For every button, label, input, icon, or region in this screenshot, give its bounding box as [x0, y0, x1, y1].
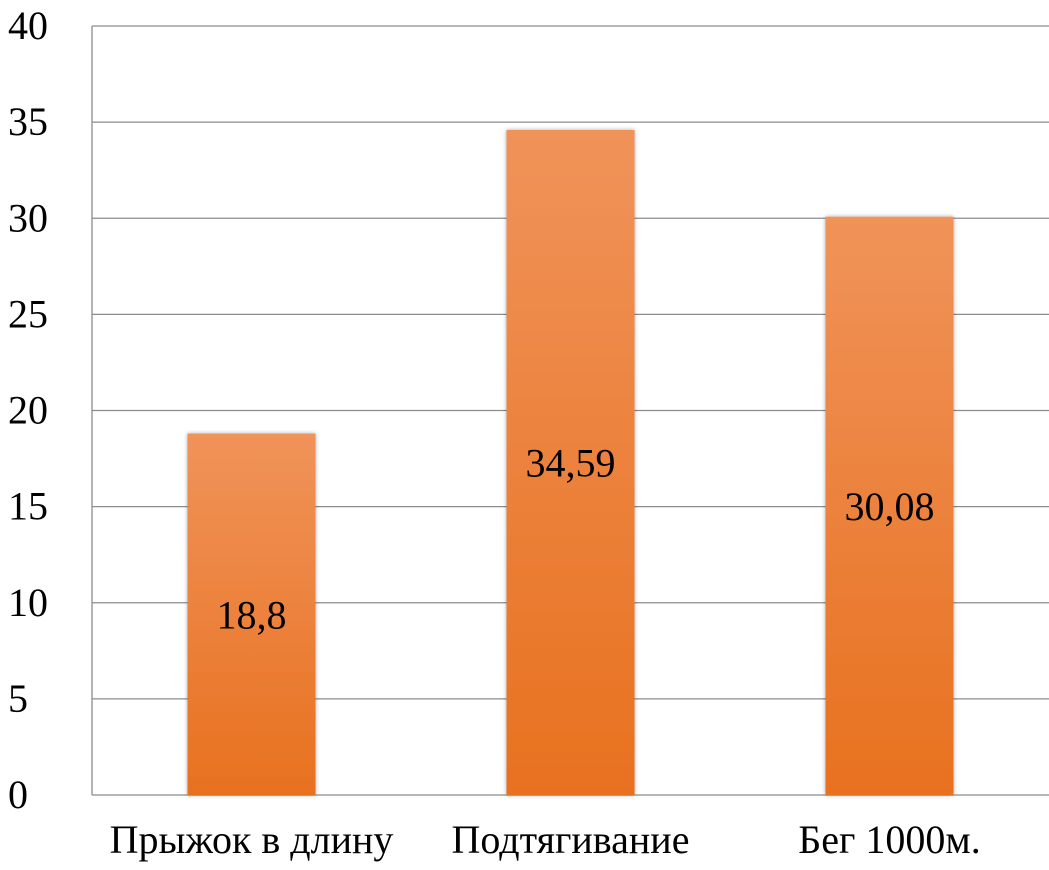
bars	[187, 130, 954, 795]
y-tick-label: 0	[8, 772, 28, 817]
bar	[825, 216, 954, 795]
bar	[187, 433, 316, 795]
y-tick-label: 40	[8, 3, 48, 48]
y-tick-label: 5	[8, 676, 28, 721]
data-label: 18,8	[217, 592, 287, 637]
data-label: 34,59	[526, 441, 616, 486]
x-axis-labels: Прыжок в длину Подтягивание Бег 1000м.	[110, 817, 981, 862]
y-tick-label: 20	[8, 388, 48, 433]
y-tick-label: 35	[8, 99, 48, 144]
x-tick-label: Прыжок в длину	[110, 817, 394, 862]
y-tick-label: 15	[8, 484, 48, 529]
x-tick-label: Подтягивание	[452, 817, 690, 862]
x-tick-label: Бег 1000м.	[798, 817, 980, 862]
data-labels: 18,8 34,59 30,08	[217, 441, 935, 638]
y-tick-label: 30	[8, 195, 48, 240]
y-tick-label: 10	[8, 580, 48, 625]
y-axis: 0 5 10 15 20 25 30 35 40	[8, 3, 93, 817]
bar	[506, 130, 635, 795]
y-tick-label: 25	[8, 291, 48, 336]
data-label: 30,08	[845, 484, 935, 529]
